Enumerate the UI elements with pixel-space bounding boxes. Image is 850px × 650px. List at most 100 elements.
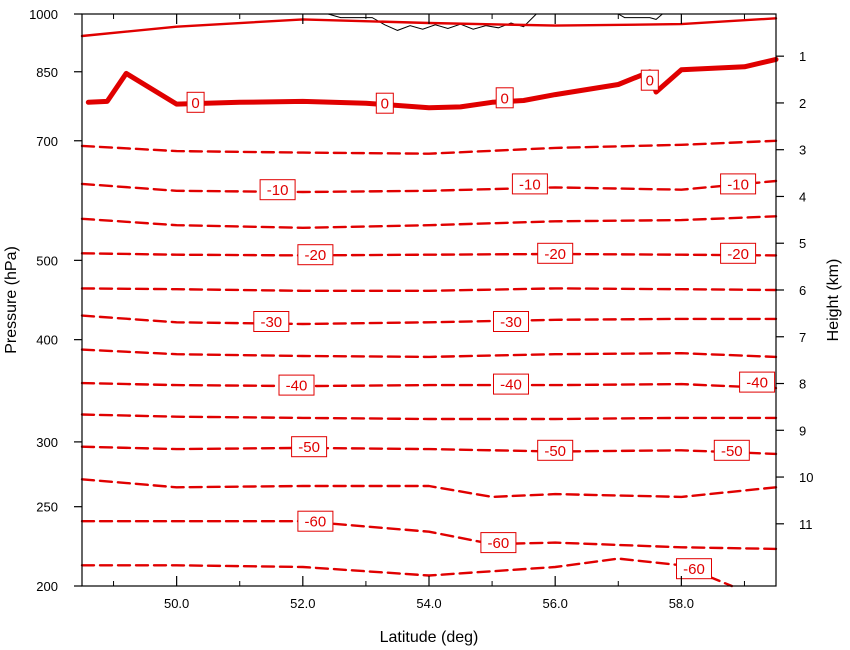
contour-label-box: [297, 244, 334, 266]
contour-label-box: [511, 173, 548, 195]
contour-label-text: -50: [721, 443, 743, 460]
height-tick-label: 11: [799, 517, 813, 532]
contour-label-text: 0: [191, 95, 199, 112]
contour-label-box: [253, 311, 290, 332]
contour-label-box: [493, 311, 529, 332]
contour-label-0: -60: [297, 510, 334, 532]
contour-line-minus35-6: [80, 348, 778, 359]
contour-line-0-13: [85, 56, 779, 111]
contour-line-minus60-0: [80, 557, 733, 588]
contour-label-4: -50: [537, 439, 574, 461]
contour-line-minus30-7: [80, 314, 778, 326]
contour-label-text: -50: [298, 439, 320, 456]
contour-line-minus5-12: [80, 139, 778, 155]
contour-label-text: -20: [305, 247, 327, 264]
height-tick-label: 1: [799, 49, 806, 64]
height-tick-label: 9: [799, 423, 806, 438]
contour-line-minus15-10: [80, 215, 778, 230]
contour-label-box: [259, 179, 296, 201]
contour-label-text: -40: [746, 375, 768, 392]
contour-label-box: [375, 92, 394, 114]
height-tick-label: 5: [799, 236, 806, 251]
contour-label-19: 0: [495, 87, 514, 109]
x-tick-label: 58.0: [669, 596, 694, 611]
contour-label-box: [720, 242, 757, 264]
contour-label-box: [537, 242, 574, 264]
contour-label-box: [186, 91, 205, 113]
contour-label-text: -40: [500, 377, 522, 394]
contour-label-10: -30: [493, 311, 529, 332]
contour-label-text: -60: [488, 535, 510, 552]
x-axis-title: Latitude (deg): [380, 629, 479, 646]
contour-label-box: [297, 510, 334, 532]
x-tick-label: 50.0: [164, 596, 189, 611]
pressure-tick-label: 250: [36, 500, 58, 515]
height-axis-ticks: 1 2 3 4 5 6 7 8 9 10 11: [776, 49, 813, 532]
contour-label-text: -20: [727, 246, 749, 263]
pressure-tick-label: 1000: [29, 7, 58, 22]
temperature-contours: [80, 17, 779, 588]
contour-label-text: -30: [500, 314, 522, 331]
pressure-axis-ticks: 200 250 300 400 500 700 850 1000: [29, 7, 82, 594]
contour-label-text: -10: [727, 176, 749, 193]
height-tick-label: 2: [799, 96, 806, 111]
x-tick-label: 52.0: [290, 596, 315, 611]
plot-frame: [81, 13, 777, 587]
contour-label-box: [495, 87, 514, 109]
contour-label-13: -20: [720, 242, 757, 264]
contour-line-minus60-1: [80, 520, 778, 551]
pressure-tick-label: 300: [36, 435, 58, 450]
contour-label-9: -30: [253, 311, 290, 332]
contour-label-box: [291, 436, 328, 458]
contour-label-box: [480, 532, 517, 554]
contour-label-6: -40: [278, 374, 315, 396]
height-tick-label: 8: [799, 377, 806, 392]
contour-label-8: -40: [739, 371, 776, 393]
pressure-tick-label: 400: [36, 333, 58, 348]
contour-label-text: -20: [544, 246, 566, 263]
contour-label-text: 0: [501, 90, 509, 107]
contour-label-14: -10: [259, 179, 296, 201]
contour-label-18: 0: [375, 92, 394, 114]
contour-label-box: [278, 374, 315, 396]
height-tick-label: 6: [799, 283, 806, 298]
contour-label-text: -10: [267, 182, 289, 199]
height-tick-label: 3: [799, 143, 806, 158]
contour-label-11: -20: [297, 244, 334, 266]
contour-label-text: -60: [683, 561, 705, 578]
terrain-outline-1: [618, 13, 663, 20]
height-tick-label: 10: [799, 470, 813, 485]
contour-label-box: [713, 439, 750, 461]
contour-label-text: -40: [286, 378, 308, 395]
contour-label-17: 0: [186, 91, 205, 113]
contour-label-box: [640, 69, 659, 91]
pressure-tick-label: 700: [36, 134, 58, 149]
height-tick-label: 4: [799, 189, 806, 204]
contour-line-minus55-2: [80, 478, 778, 499]
contour-label-box: [739, 371, 776, 393]
contour-label-text: -50: [544, 443, 566, 460]
x-axis-ticks: 50.0 52.0 54.0 56.0 58.0: [113, 14, 745, 611]
contour-labels: -60 -60 -60 -50 -50 -50 -40 -40 -40 -30 -30 -20 -20 -…: [186, 69, 776, 580]
pressure-tick-label: 500: [36, 253, 58, 268]
contour-label-text: 0: [646, 73, 654, 90]
contour-line-minus20-9: [80, 252, 778, 257]
contour-label-7: -40: [493, 373, 529, 395]
contour-label-1: -60: [480, 532, 517, 554]
contour-line-minus45-4: [80, 413, 778, 421]
right-axis-title: Height (km): [825, 259, 842, 342]
x-tick-label: 54.0: [416, 596, 441, 611]
contour-label-box: [676, 558, 712, 580]
contour-label-3: -50: [291, 436, 328, 458]
contour-line-minus40-5: [80, 381, 778, 390]
contour-label-20: 0: [640, 69, 659, 91]
contour-label-5: -50: [713, 439, 750, 461]
contour-label-box: [720, 173, 757, 195]
contour-label-box: [537, 439, 574, 461]
height-tick-label: 7: [799, 330, 806, 345]
contour-label-2: -60: [676, 558, 712, 580]
contour-line-minus25-8: [80, 287, 778, 292]
contour-line-minus10-11: [80, 179, 778, 194]
contour-line-minus50-3: [80, 445, 778, 456]
x-tick-label: 56.0: [543, 596, 568, 611]
